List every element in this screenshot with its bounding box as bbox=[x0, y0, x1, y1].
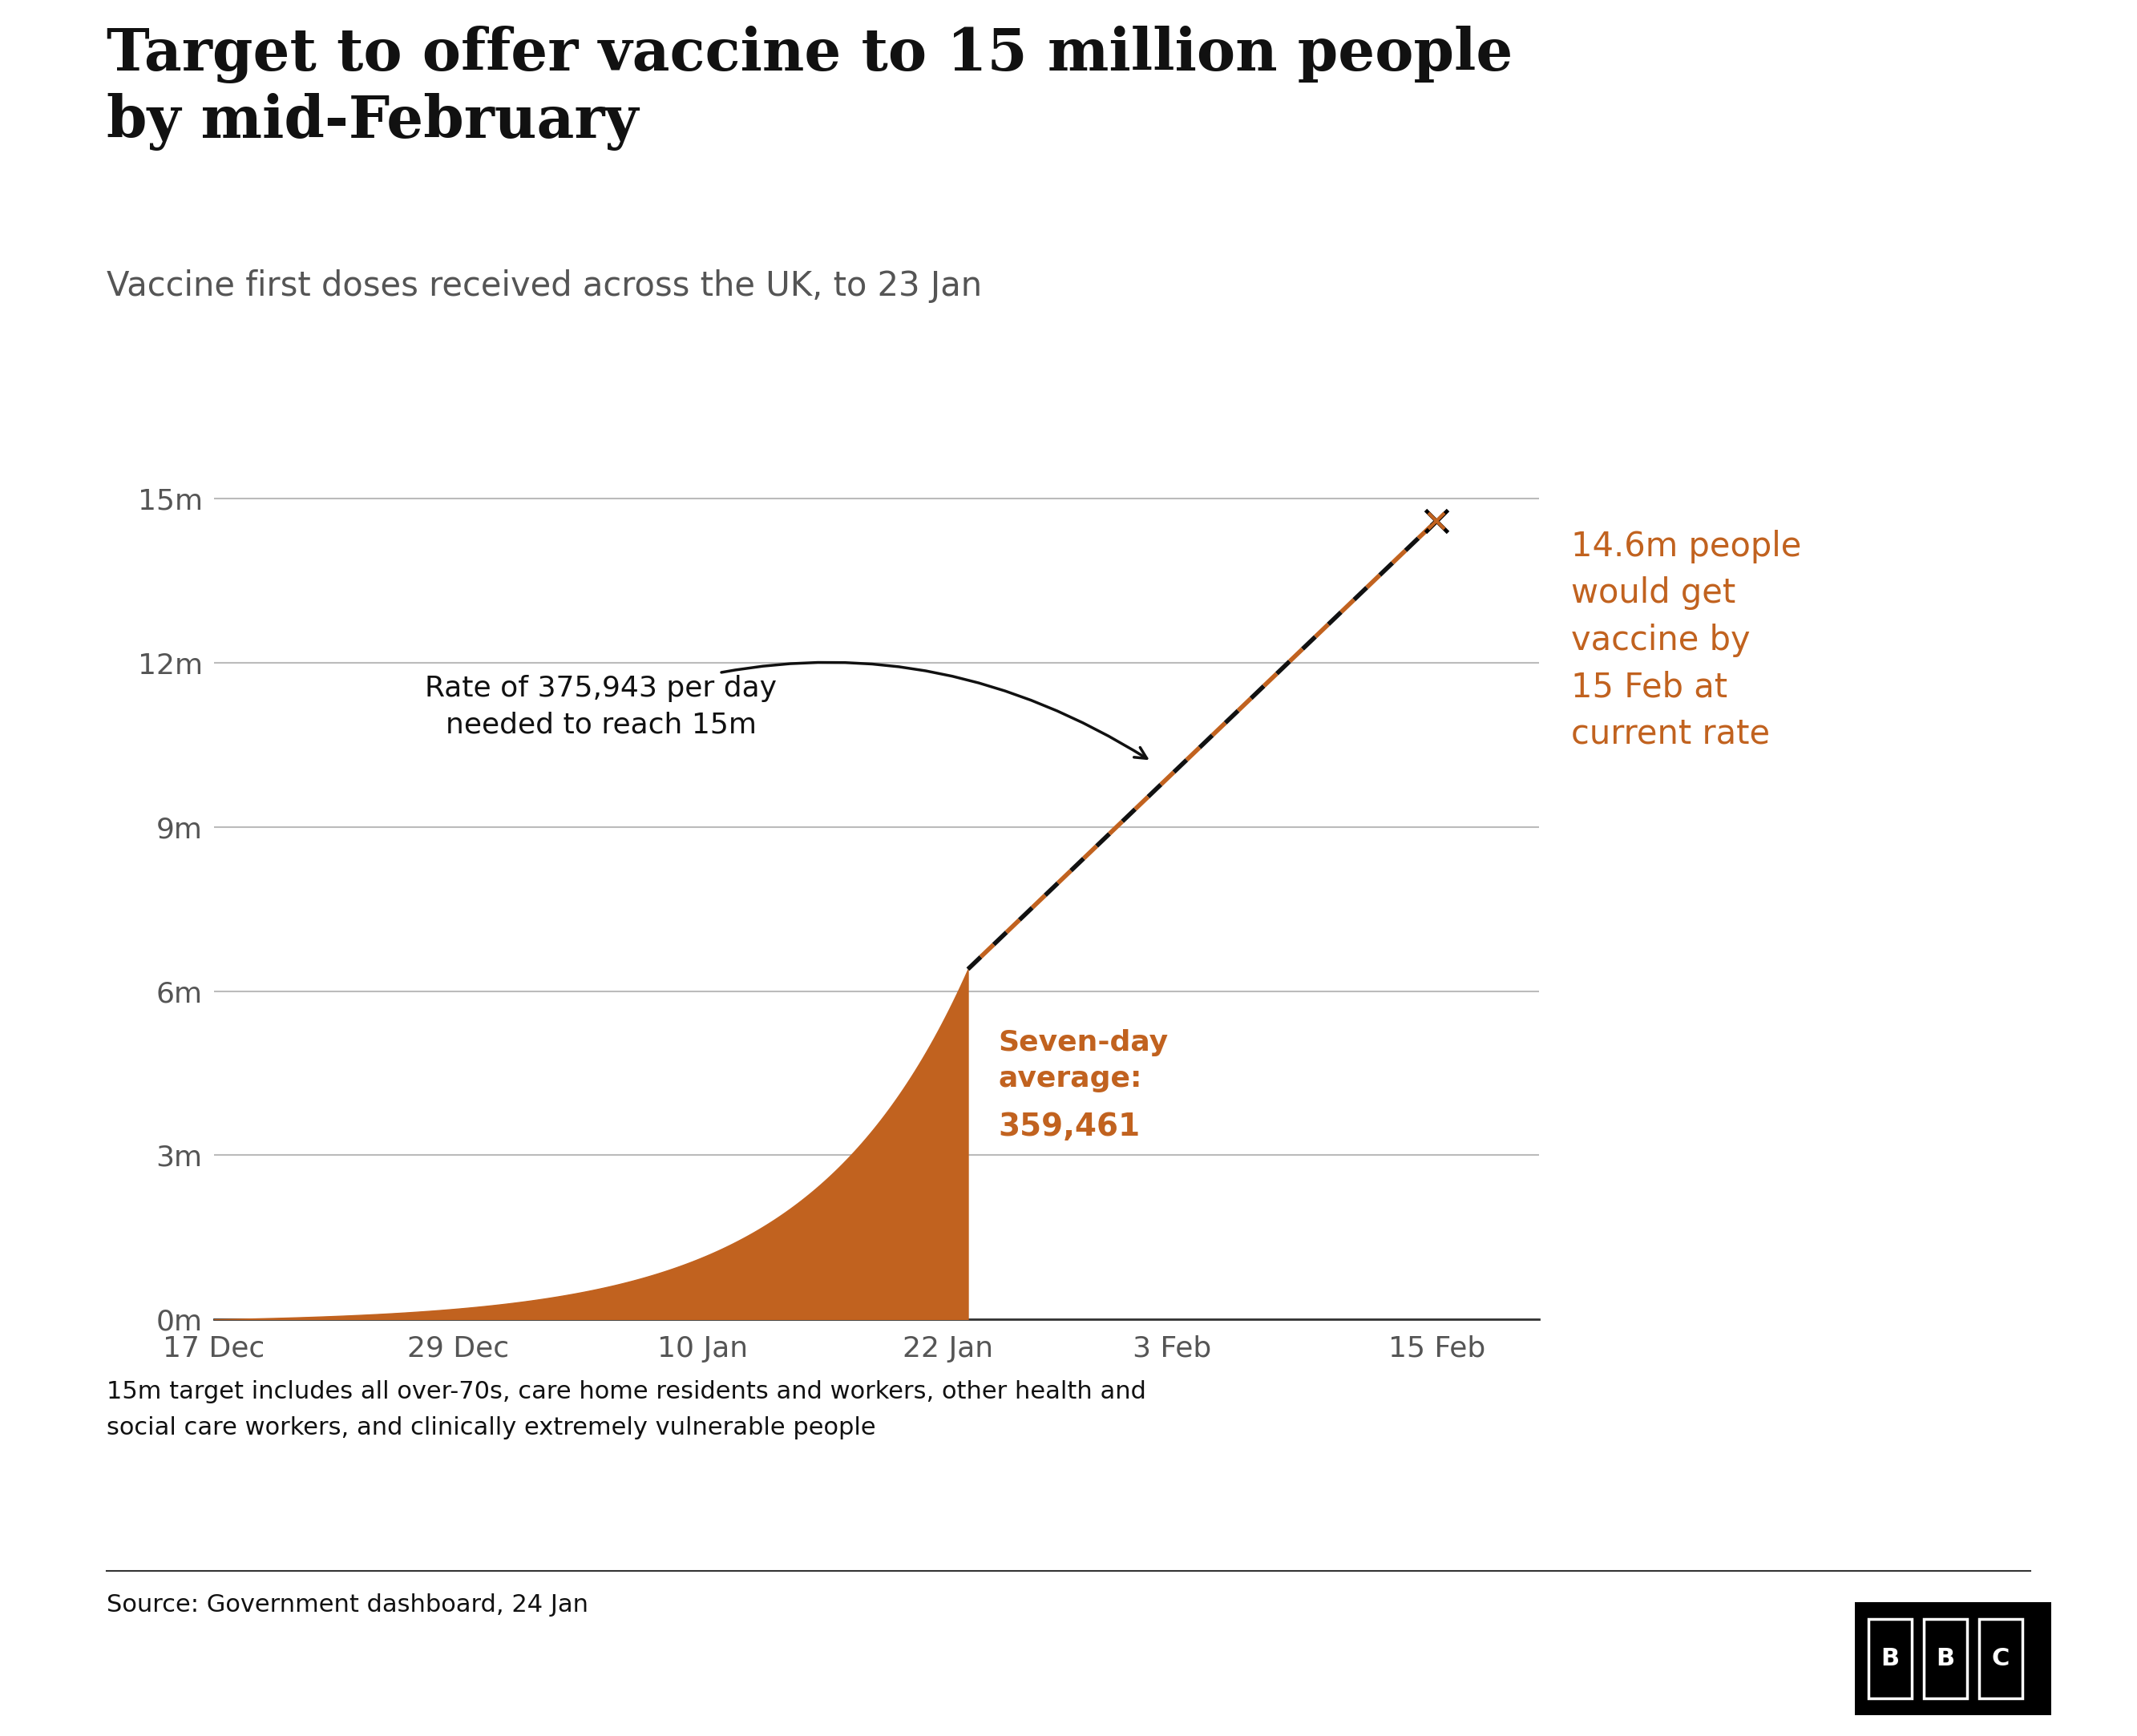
Text: B: B bbox=[1936, 1647, 1955, 1670]
Text: Vaccine first doses received across the UK, to 23 Jan: Vaccine first doses received across the … bbox=[107, 269, 983, 302]
FancyBboxPatch shape bbox=[1923, 1620, 1966, 1698]
Text: B: B bbox=[1881, 1647, 1900, 1670]
Text: 15m target includes all over-70s, care home residents and workers, other health : 15m target includes all over-70s, care h… bbox=[107, 1380, 1145, 1439]
Text: Seven-day
average:: Seven-day average: bbox=[998, 1029, 1169, 1092]
Text: 359,461: 359,461 bbox=[998, 1111, 1141, 1142]
Text: Target to offer vaccine to 15 million people
by mid-February: Target to offer vaccine to 15 million pe… bbox=[107, 26, 1513, 151]
Text: Rate of 375,943 per day
needed to reach 15m: Rate of 375,943 per day needed to reach … bbox=[425, 663, 1148, 759]
FancyBboxPatch shape bbox=[1868, 1620, 1913, 1698]
Text: C: C bbox=[1992, 1647, 2009, 1670]
Text: 14.6m people
would get
vaccine by
15 Feb at
current rate: 14.6m people would get vaccine by 15 Feb… bbox=[1571, 529, 1801, 750]
Text: Source: Government dashboard, 24 Jan: Source: Government dashboard, 24 Jan bbox=[107, 1594, 588, 1616]
FancyBboxPatch shape bbox=[1979, 1620, 2022, 1698]
